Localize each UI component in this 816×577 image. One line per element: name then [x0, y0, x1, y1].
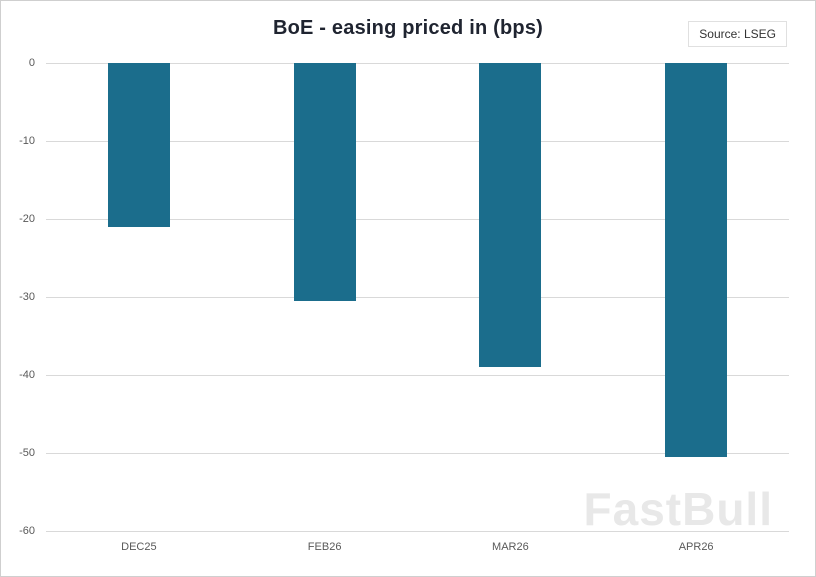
- y-tick-label: -60: [19, 525, 35, 537]
- x-tick-label: APR26: [678, 541, 714, 553]
- y-tick-label: -10: [19, 134, 35, 147]
- x-axis-labels: DEC25 FEB26 MAR26 APR26: [46, 541, 789, 559]
- x-tick-label: FEB26: [307, 541, 342, 553]
- y-tick-label: -40: [19, 368, 35, 381]
- y-tick-label: -30: [19, 291, 35, 303]
- bar-dec25: [107, 63, 170, 227]
- bar-feb26: [293, 63, 356, 301]
- y-tick-label: -20: [19, 212, 35, 225]
- gridline: [46, 140, 789, 142]
- gridline: [46, 297, 789, 298]
- gridline: [46, 374, 789, 376]
- gridline: [46, 453, 789, 454]
- bar-apr26: [665, 63, 728, 457]
- source-label: Source: LSEG: [688, 21, 787, 47]
- y-tick-label: -50: [19, 447, 35, 459]
- gridline: [46, 531, 789, 532]
- chart-title: BoE - easing priced in (bps): [272, 17, 544, 39]
- bar-mar26: [479, 63, 542, 368]
- x-tick-label: MAR26: [492, 541, 529, 553]
- y-tick-label: 0: [28, 57, 35, 69]
- gridline: [46, 63, 789, 64]
- x-tick-label: DEC25: [121, 541, 157, 553]
- plot-area: [46, 63, 789, 532]
- gridline: [46, 218, 789, 220]
- y-axis-labels: 0 -10 -20 -30 -40 -50 -60: [1, 57, 39, 537]
- watermark: FastBull: [583, 483, 773, 535]
